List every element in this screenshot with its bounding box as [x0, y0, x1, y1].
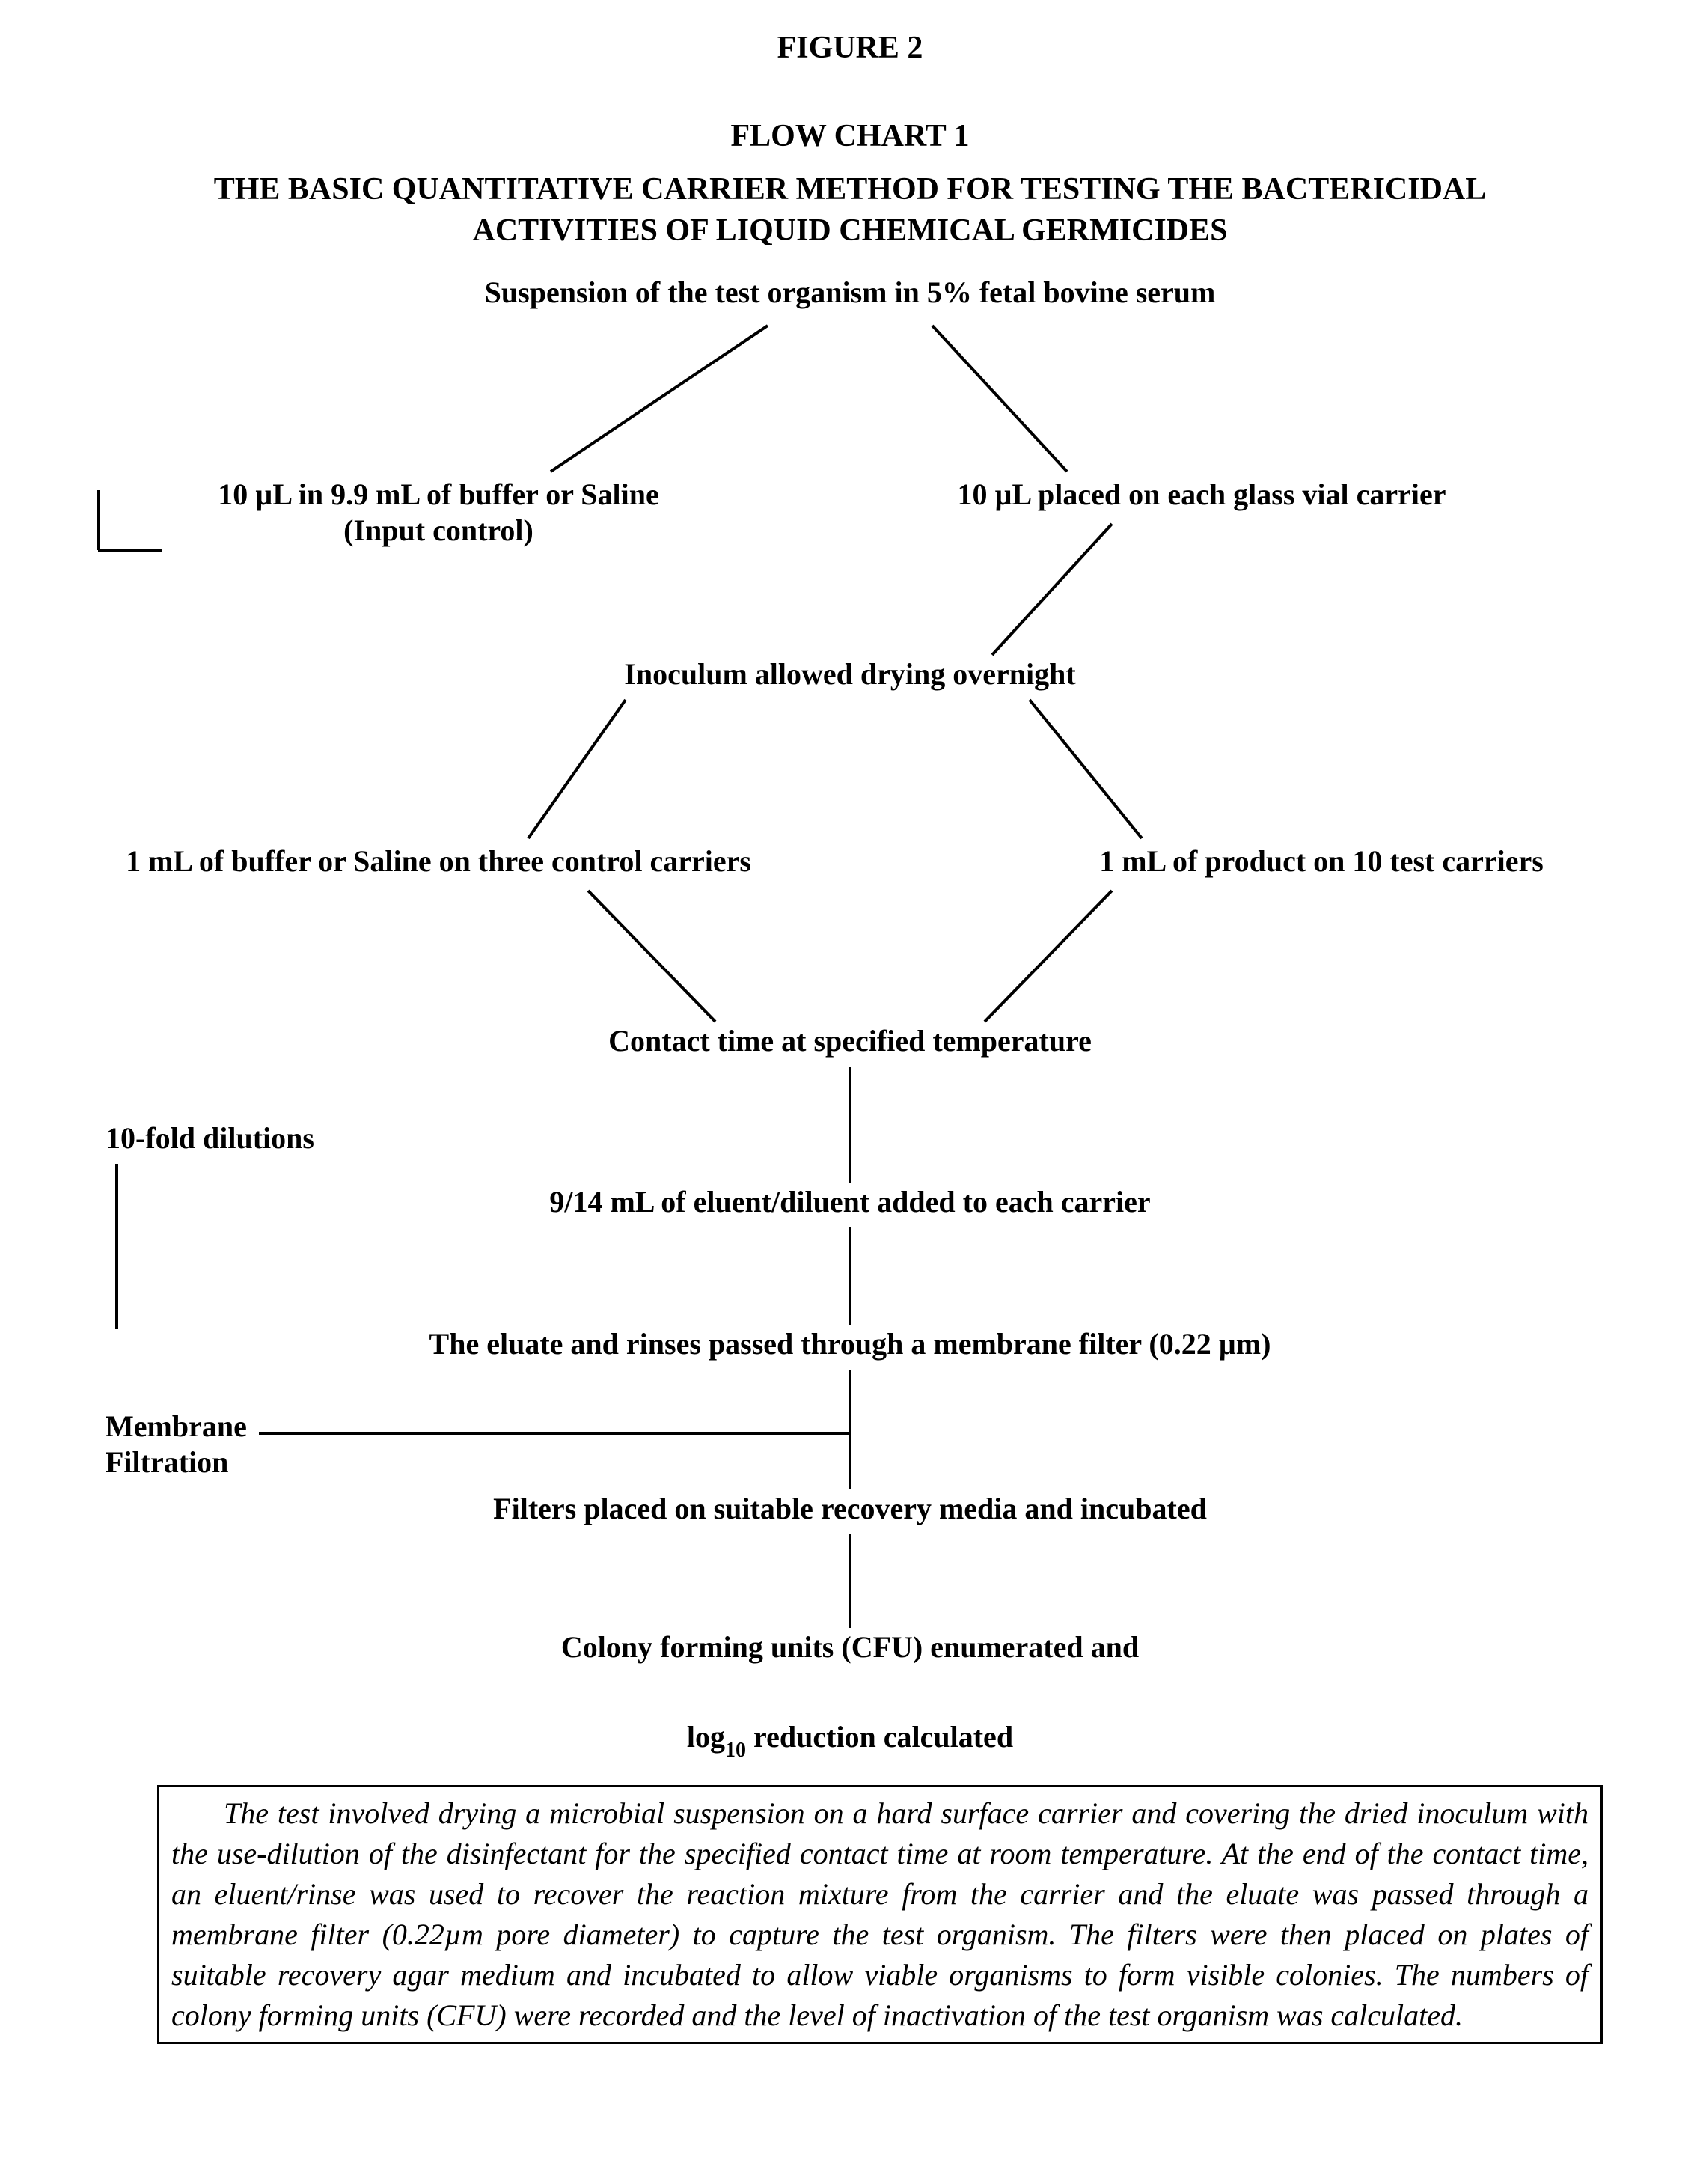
node-log-reduction: log10 reduction calculated — [687, 1720, 1013, 1762]
node-cfu: Colony forming units (CFU) enumerated an… — [561, 1630, 1139, 1664]
node-input-control-sub: (Input control) — [343, 513, 533, 547]
flowchart-svg: Suspension of the test organism in 5% fe… — [34, 266, 1666, 1763]
node-input-control: 10 µL in 9.9 mL of buffer or Saline — [218, 478, 658, 511]
description-box: The test involved drying a microbial sus… — [157, 1785, 1603, 2044]
edge-n1-n2a — [551, 326, 768, 472]
node-drying: Inoculum allowed drying overnight — [624, 657, 1076, 691]
subtitle-line-1: THE BASIC QUANTITATIVE CARRIER METHOD FO… — [214, 172, 1487, 207]
edge-n3-n4a — [528, 700, 626, 838]
node-contact-time: Contact time at specified temperature — [608, 1024, 1092, 1058]
edge-n1-n2b — [932, 326, 1067, 472]
nodes-group: Suspension of the test organism in 5% fe… — [106, 275, 1544, 1762]
side-label-dilutions: 10-fold dilutions — [106, 1121, 314, 1155]
node-eluent: 9/14 mL of eluent/diluent added to each … — [549, 1185, 1150, 1218]
node-test-carriers: 1 mL of product on 10 test carriers — [1099, 844, 1544, 878]
flowchart-subtitle: THE BASIC QUANTITATIVE CARRIER METHOD FO… — [30, 169, 1670, 251]
node-glass-vial: 10 µL placed on each glass vial carrier — [958, 478, 1446, 511]
node-membrane-filter: The eluate and rinses passed through a m… — [429, 1327, 1271, 1361]
edge-n2b-n3 — [992, 524, 1112, 655]
figure-title: FIGURE 2 — [30, 30, 1670, 66]
node-recovery-media: Filters placed on suitable recovery medi… — [493, 1492, 1207, 1525]
edge-n4a-n5 — [588, 891, 715, 1022]
side-label-membrane-1: Membrane — [106, 1409, 247, 1443]
edge-n4b-n5 — [985, 891, 1112, 1022]
edges-group — [98, 326, 1142, 1628]
side-label-membrane-2: Filtration — [106, 1445, 228, 1479]
edge-n3-n4b — [1030, 700, 1142, 838]
flowchart-heading: FLOW CHART 1 — [30, 118, 1670, 154]
description-text: The test involved drying a microbial sus… — [171, 1796, 1589, 2032]
subtitle-line-2: ACTIVITIES OF LIQUID CHEMICAL GERMICIDES — [473, 213, 1228, 248]
node-control-carriers: 1 mL of buffer or Saline on three contro… — [126, 844, 751, 878]
flowchart-canvas: Suspension of the test organism in 5% fe… — [30, 266, 1670, 1763]
node-suspension: Suspension of the test organism in 5% fe… — [485, 275, 1216, 309]
